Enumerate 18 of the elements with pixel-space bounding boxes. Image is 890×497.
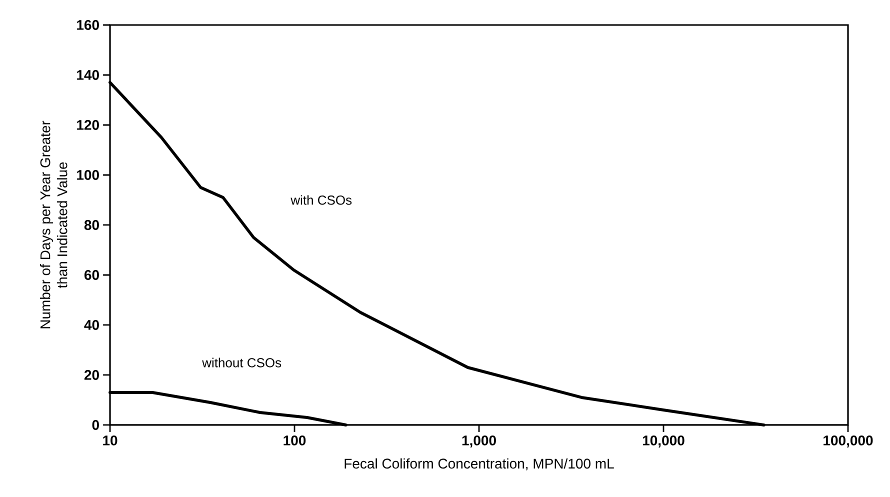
y-tick-label: 20 [84, 370, 99, 380]
y-tick-label: 160 [77, 20, 99, 30]
y-tick-label: 0 [92, 420, 99, 430]
y-tick-label: 140 [77, 70, 99, 80]
annotation: with CSOs [290, 195, 352, 205]
y-tick-label: 40 [84, 320, 99, 330]
y-tick-label: 60 [84, 270, 99, 280]
annotation: without CSOs [202, 358, 282, 368]
x-tick-label: 100 [284, 436, 306, 446]
y-tick-label: 120 [77, 120, 99, 130]
x-tick-label: 10 [103, 436, 118, 446]
x-tick-label: 10,000 [642, 436, 684, 448]
y-axis-title: Number of Days per Year Greater than Indicated Value [40, 120, 68, 328]
y-tick-label: 80 [84, 220, 99, 230]
y-tick-label: 100 [77, 170, 99, 180]
x-axis-title: Fecal Coliform Concentration, MPN/100 mL [344, 458, 614, 470]
x-tick-label: 1,000 [462, 436, 496, 448]
x-tick-label: 100,000 [824, 436, 873, 448]
